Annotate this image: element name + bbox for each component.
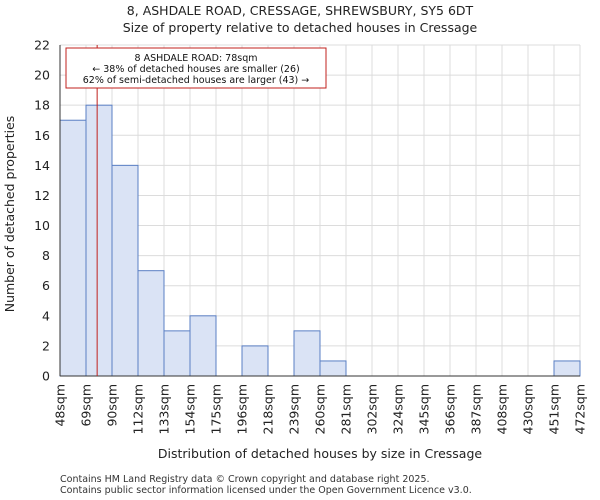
y-axis-label: Number of detached properties [2,116,17,313]
footer-copyright: Contains HM Land Registry data © Crown c… [60,474,430,485]
bar [59,119,87,377]
bars [59,104,581,377]
annotation-line-3: 62% of semi-detached houses are larger (… [83,75,310,86]
bar [241,345,269,377]
bar [85,104,113,377]
x-tick-label: 366sqm [443,384,458,434]
x-tick-label: 112sqm [131,384,146,434]
bar [319,360,347,377]
y-tick-label: 14 [34,158,50,173]
x-axis-label: Distribution of detached houses by size … [158,446,482,461]
y-tick-label: 6 [42,278,50,293]
y-tick-label: 12 [34,188,50,203]
annotation-line-2: ← 38% of detached houses are smaller (26… [92,64,299,75]
x-tick-label: 154sqm [183,384,198,434]
x-tick-label: 48sqm [53,384,68,427]
x-tick-label: 324sqm [391,384,406,434]
x-tick-label: 281sqm [339,384,354,434]
x-tick-label: 430sqm [521,384,536,434]
x-tick-label: 218sqm [261,384,276,434]
x-tick-label: 472sqm [573,384,588,434]
y-tick-label: 16 [34,128,50,143]
y-tick-label: 4 [42,308,50,323]
annotation-box: 8 ASHDALE ROAD: 78sqm ← 38% of detached … [65,47,327,89]
y-tick-label: 8 [42,248,50,263]
x-tick-label: 451sqm [547,384,562,434]
y-tick-label: 2 [42,338,50,353]
x-tick-label: 133sqm [157,384,172,434]
y-tick-label: 22 [34,38,50,53]
x-tick-label: 196sqm [235,384,250,434]
x-tick-label: 90sqm [105,384,120,427]
x-tick-label: 302sqm [365,384,380,434]
x-tick-label: 69sqm [79,384,94,427]
chart-subtitle: Size of property relative to detached ho… [122,20,478,35]
x-tick-label: 239sqm [287,384,302,434]
y-tick-label: 10 [34,218,50,233]
y-tick-label: 18 [34,98,50,113]
x-tick-labels: 48sqm 69sqm 90sqm 112sqm 133sqm 154sqm 175sqm 1… [53,384,588,434]
x-tick-label: 408sqm [495,384,510,434]
annotation-line-1: 8 ASHDALE ROAD: 78sqm [135,53,258,64]
bar [293,330,321,377]
footer-licence: Contains public sector information licen… [60,485,472,496]
y-tick-labels: 0 2 4 6 8 10 12 14 16 18 20 22 [34,38,50,384]
y-tick-label: 0 [42,369,50,384]
histogram-chart: 0 2 4 6 8 10 12 14 16 18 20 22 48sqm 69sqm 90sqm 112sq… [2,38,588,462]
bar [163,330,191,377]
chart-title: 8, ASHDALE ROAD, CRESSAGE, SHREWSBURY, S… [126,3,474,18]
x-tick-label: 260sqm [313,384,328,434]
annotation-frame [65,47,327,89]
x-tick-label: 345sqm [417,384,432,434]
bar [137,270,165,377]
bar [111,164,139,377]
bar [553,360,581,377]
x-tick-label: 387sqm [469,384,484,434]
x-tick-label: 175sqm [209,384,224,434]
y-tick-label: 20 [34,68,50,83]
bar [189,315,217,377]
